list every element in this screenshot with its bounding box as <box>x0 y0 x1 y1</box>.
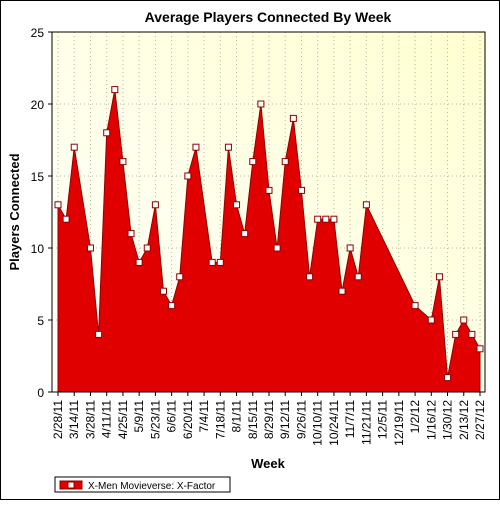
marker <box>297 186 305 194</box>
x-tick-label: 8/1/11 <box>230 400 244 433</box>
x-tick-label: 10/10/11 <box>311 400 325 446</box>
chart-title: Average Players Connected By Week <box>145 9 392 25</box>
marker <box>70 143 78 151</box>
x-tick-label: 5/23/11 <box>148 400 162 439</box>
plot-border <box>51 31 486 393</box>
marker <box>322 215 330 223</box>
marker <box>208 258 216 266</box>
marker <box>338 287 346 295</box>
x-tick-label: 4/11/11 <box>100 400 114 439</box>
marker <box>289 114 297 122</box>
x-tick-label: 10/24/11 <box>327 400 341 446</box>
marker <box>452 330 460 338</box>
x-tick-label: 2/28/11 <box>51 400 65 439</box>
marker <box>62 215 70 223</box>
x-tick-label: 11/21/11 <box>359 400 373 445</box>
marker <box>306 273 314 281</box>
x-axis-label: Week <box>251 456 285 471</box>
marker <box>224 143 232 151</box>
x-tick-label: 6/20/11 <box>181 400 195 439</box>
marker <box>103 129 111 137</box>
x-tick-label: 9/26/11 <box>294 400 308 439</box>
x-tick-label: 9/12/11 <box>278 400 292 439</box>
marker <box>135 258 143 266</box>
marker <box>330 215 338 223</box>
marker <box>257 100 265 108</box>
x-tick-label: 3/14/11 <box>67 400 81 439</box>
marker <box>119 158 127 166</box>
marker <box>427 316 435 324</box>
y-axis-label: Players Connected <box>7 153 22 270</box>
y-tick-label: 20 <box>31 98 45 112</box>
marker <box>314 215 322 223</box>
marker <box>435 273 443 281</box>
marker <box>54 201 62 209</box>
x-tick-label: 6/6/11 <box>165 400 179 433</box>
marker <box>273 244 281 252</box>
y-tick-label: 0 <box>37 386 44 400</box>
x-tick-label: 7/4/11 <box>197 400 211 433</box>
legend-label: X-Men Movieverse: X-Factor <box>88 481 216 492</box>
x-tick-label: 1/30/12 <box>441 400 455 440</box>
marker <box>184 172 192 180</box>
marker <box>151 201 159 209</box>
x-tick-label: 8/29/11 <box>262 400 276 439</box>
x-tick-label: 8/15/11 <box>246 400 260 439</box>
x-tick-label: 3/28/11 <box>83 400 97 439</box>
marker <box>176 273 184 281</box>
area <box>57 89 481 393</box>
y-tick-label: 10 <box>31 242 45 256</box>
x-tick-label: 7/18/11 <box>213 400 227 439</box>
marker <box>111 86 119 94</box>
marker <box>362 201 370 209</box>
y-tick-label: 25 <box>31 26 45 40</box>
marker <box>476 345 484 353</box>
marker <box>281 158 289 166</box>
marker <box>444 374 452 382</box>
marker <box>411 302 419 310</box>
x-tick-label: 5/9/11 <box>132 400 146 433</box>
marker <box>468 330 476 338</box>
legend-box <box>54 476 231 493</box>
x-tick-label: 1/2/12 <box>408 400 422 434</box>
legend: X-Men Movieverse: X-Factor <box>54 476 231 493</box>
marker <box>265 186 273 194</box>
marker <box>143 244 151 252</box>
x-tick-label: 4/25/11 <box>116 400 130 439</box>
marker <box>216 258 224 266</box>
x-tick-label: 11/7/11 <box>343 400 357 439</box>
x-tick-label: 1/16/12 <box>424 400 438 440</box>
marker <box>233 201 241 209</box>
marker <box>460 316 468 324</box>
marker <box>127 230 135 238</box>
y-tick-label: 15 <box>31 170 45 184</box>
marker <box>160 287 167 295</box>
marker <box>346 244 354 252</box>
marker <box>249 158 257 166</box>
legend-marker <box>67 481 75 489</box>
marker <box>192 143 200 151</box>
marker <box>86 244 94 252</box>
marker <box>168 302 176 310</box>
y-tick-label: 5 <box>37 314 44 328</box>
marker <box>95 330 103 338</box>
x-tick-label: 12/19/11 <box>392 400 406 446</box>
x-tick-label: 2/13/12 <box>457 400 471 440</box>
marker <box>354 273 362 281</box>
x-tick-label: 2/27/12 <box>473 400 487 440</box>
marker <box>241 230 249 238</box>
x-tick-label: 12/5/11 <box>376 400 390 439</box>
